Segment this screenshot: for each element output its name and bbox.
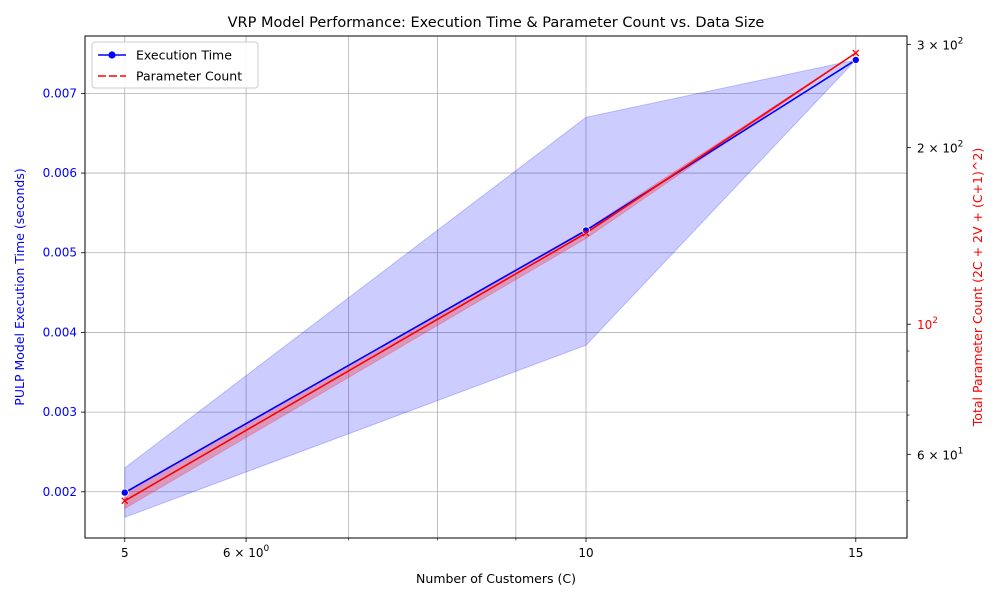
x-axis-label: Number of Customers (C) (416, 571, 576, 586)
legend-marker (108, 51, 116, 59)
grid-lines (85, 36, 907, 538)
data-point (852, 49, 860, 57)
plot-frame (84, 35, 908, 539)
right-y-axis: 6 × 101 102 2 × 102 3 × 102 (907, 36, 963, 502)
legend-item: Execution Time (98, 48, 232, 63)
right-y-axis-label: Total Parameter Count (2C + 2V + (C+1)^2… (970, 148, 985, 427)
x-tick-label: 10 (578, 546, 593, 560)
left-y-tick-label: 0.004 (43, 325, 77, 339)
legend-label: Execution Time (136, 48, 232, 63)
data-point (120, 488, 129, 497)
x-tick-label: 15 (848, 546, 863, 560)
right-y-tick-label: 102 (917, 316, 938, 332)
right-y-tick-label: 2 × 102 (917, 140, 963, 156)
legend-label: Parameter Count (136, 69, 242, 84)
legend-box (91, 41, 259, 89)
series-markers (120, 49, 860, 505)
legend: Execution Time Parameter Count (91, 41, 259, 89)
left-y-tick-label: 0.003 (43, 405, 77, 419)
left-y-axis-label: PULP Model Execution Time (seconds) (12, 168, 27, 405)
left-y-tick-label: 0.005 (43, 246, 77, 260)
data-point (851, 55, 860, 64)
x-tick-label: 6 × 100 (223, 544, 270, 560)
legend-item: Parameter Count (98, 69, 242, 84)
x-axis: 5 6 × 100 10 15 (121, 538, 863, 560)
left-y-tick-label: 0.007 (43, 86, 77, 100)
data-point (582, 229, 590, 237)
left-y-axis: 0.002 0.003 0.004 0.005 0.006 0.007 (43, 86, 85, 499)
chart-title: VRP Model Performance: Execution Time & … (228, 15, 765, 31)
left-y-tick-label: 0.002 (43, 485, 77, 499)
right-y-tick-label: 3 × 102 (917, 36, 963, 52)
data-point (121, 497, 129, 505)
right-y-tick-label: 6 × 101 (917, 446, 963, 462)
x-tick-label: 5 (121, 546, 129, 560)
left-y-tick-label: 0.006 (43, 166, 77, 180)
data-point (581, 226, 590, 235)
